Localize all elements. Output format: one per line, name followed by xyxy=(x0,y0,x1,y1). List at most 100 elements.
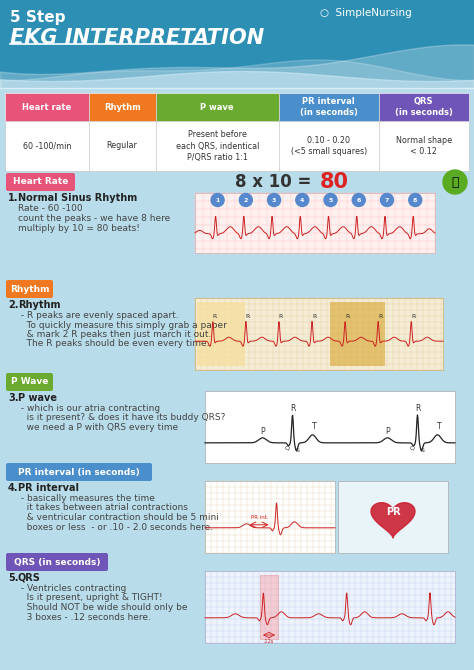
Text: 0.10 - 0.20
(<5 small squares): 0.10 - 0.20 (<5 small squares) xyxy=(291,136,367,156)
Text: R: R xyxy=(415,404,420,413)
Text: Normal shape
< 0.12: Normal shape < 0.12 xyxy=(396,136,452,156)
Text: it takes between atrial contractions: it takes between atrial contractions xyxy=(18,503,188,513)
FancyBboxPatch shape xyxy=(205,391,455,463)
Polygon shape xyxy=(371,502,415,538)
Text: R: R xyxy=(378,314,383,319)
FancyBboxPatch shape xyxy=(330,302,385,366)
Text: .12s: .12s xyxy=(264,639,274,644)
Text: Is it present, upright & TIGHT!: Is it present, upright & TIGHT! xyxy=(18,594,163,602)
Text: - Ventricles contracting: - Ventricles contracting xyxy=(18,584,127,593)
Circle shape xyxy=(409,194,422,206)
Text: T: T xyxy=(437,422,442,431)
Text: Present before
each QRS, indentical
P/QRS ratio 1:1: Present before each QRS, indentical P/QR… xyxy=(175,131,259,161)
Text: Q: Q xyxy=(285,446,290,451)
Text: 80: 80 xyxy=(320,172,349,192)
Text: count the peaks - we have 8 here: count the peaks - we have 8 here xyxy=(18,214,170,223)
FancyBboxPatch shape xyxy=(338,481,448,553)
Text: Rhythm: Rhythm xyxy=(10,285,49,293)
Text: PR interval: PR interval xyxy=(18,483,79,493)
Text: 6: 6 xyxy=(356,198,361,202)
FancyBboxPatch shape xyxy=(195,298,443,370)
FancyBboxPatch shape xyxy=(279,93,379,121)
Text: 1.: 1. xyxy=(8,193,18,203)
Circle shape xyxy=(211,194,224,206)
Circle shape xyxy=(239,194,252,206)
Text: multiply by 10 = 80 beats!: multiply by 10 = 80 beats! xyxy=(18,224,140,233)
Text: Heart rate: Heart rate xyxy=(22,103,72,111)
Text: 3 boxes - .12 seconds here.: 3 boxes - .12 seconds here. xyxy=(18,612,151,622)
FancyBboxPatch shape xyxy=(195,193,435,253)
Text: 5.: 5. xyxy=(8,573,18,583)
Text: 1: 1 xyxy=(215,198,220,202)
FancyBboxPatch shape xyxy=(205,481,335,553)
Text: ○  SimpleNursing: ○ SimpleNursing xyxy=(320,8,412,18)
Text: P wave: P wave xyxy=(18,393,57,403)
FancyBboxPatch shape xyxy=(6,553,108,571)
Text: S: S xyxy=(296,448,300,453)
Text: & mark 2 R peaks then just march it out.: & mark 2 R peaks then just march it out. xyxy=(18,330,211,339)
Text: QRS: QRS xyxy=(18,573,41,583)
Text: QRS (in seconds): QRS (in seconds) xyxy=(14,557,100,567)
Text: 5: 5 xyxy=(328,198,333,202)
FancyBboxPatch shape xyxy=(260,575,278,639)
Text: Normal Sinus Rhythm: Normal Sinus Rhythm xyxy=(18,193,137,203)
FancyBboxPatch shape xyxy=(5,93,469,171)
FancyBboxPatch shape xyxy=(5,93,89,121)
Text: 3.: 3. xyxy=(8,393,18,403)
Text: EKG INTERPRETATION: EKG INTERPRETATION xyxy=(10,28,264,48)
Text: boxes or less  - or .10 - 2.0 seconds here.: boxes or less - or .10 - 2.0 seconds her… xyxy=(18,523,213,531)
FancyBboxPatch shape xyxy=(6,373,53,391)
Text: P Wave: P Wave xyxy=(11,377,48,387)
FancyBboxPatch shape xyxy=(156,93,279,121)
Text: PR interval
(in seconds): PR interval (in seconds) xyxy=(300,97,357,117)
Text: Rate - 60 -100: Rate - 60 -100 xyxy=(18,204,82,213)
Text: R: R xyxy=(246,314,250,319)
Text: - basically measures the time: - basically measures the time xyxy=(18,494,155,503)
FancyBboxPatch shape xyxy=(205,571,455,643)
Text: 8: 8 xyxy=(413,198,418,202)
Text: - R peaks are evenly spaced apart.: - R peaks are evenly spaced apart. xyxy=(18,311,179,320)
Text: 3: 3 xyxy=(272,198,276,202)
Circle shape xyxy=(352,194,365,206)
Text: The R peaks should be even every time.: The R peaks should be even every time. xyxy=(18,340,210,348)
Text: 7: 7 xyxy=(385,198,389,202)
FancyBboxPatch shape xyxy=(379,93,469,121)
Text: P wave: P wave xyxy=(201,103,234,111)
Circle shape xyxy=(443,170,467,194)
Text: R: R xyxy=(312,314,316,319)
Text: PR: PR xyxy=(386,507,401,517)
FancyBboxPatch shape xyxy=(0,0,474,88)
Text: 60 -100/min: 60 -100/min xyxy=(23,141,71,151)
Text: is it present? & does it have its buddy QRS?: is it present? & does it have its buddy … xyxy=(18,413,225,423)
Circle shape xyxy=(296,194,309,206)
Text: 4.: 4. xyxy=(8,483,18,493)
Text: R: R xyxy=(411,314,415,319)
Text: Q: Q xyxy=(410,446,415,451)
FancyBboxPatch shape xyxy=(197,302,245,366)
FancyBboxPatch shape xyxy=(6,463,152,481)
Text: Should NOT be wide should only be: Should NOT be wide should only be xyxy=(18,603,188,612)
Text: 5 Step: 5 Step xyxy=(10,10,65,25)
Text: T: T xyxy=(312,422,317,431)
Text: 2.: 2. xyxy=(8,300,18,310)
Text: QRS
(in seconds): QRS (in seconds) xyxy=(395,97,453,117)
Text: P: P xyxy=(385,427,390,436)
Text: 2: 2 xyxy=(244,198,248,202)
Text: R: R xyxy=(290,404,295,413)
Text: To quickly measure this simply grab a paper: To quickly measure this simply grab a pa… xyxy=(18,320,227,330)
Text: Rhythm: Rhythm xyxy=(104,103,140,111)
FancyBboxPatch shape xyxy=(89,93,156,121)
Text: P: P xyxy=(260,427,265,436)
Text: Rhythm: Rhythm xyxy=(18,300,61,310)
FancyBboxPatch shape xyxy=(6,173,75,191)
Text: PR interval (in seconds): PR interval (in seconds) xyxy=(18,468,140,476)
Text: R: R xyxy=(213,314,217,319)
Circle shape xyxy=(267,194,281,206)
Text: 8 x 10 =: 8 x 10 = xyxy=(235,173,317,191)
Text: & ventricular contraction should be 5 mini: & ventricular contraction should be 5 mi… xyxy=(18,513,219,522)
FancyBboxPatch shape xyxy=(0,88,474,670)
Text: PR int.: PR int. xyxy=(251,515,268,520)
Text: S: S xyxy=(420,448,424,453)
Text: Heart Rate: Heart Rate xyxy=(13,178,68,186)
Text: R: R xyxy=(279,314,283,319)
